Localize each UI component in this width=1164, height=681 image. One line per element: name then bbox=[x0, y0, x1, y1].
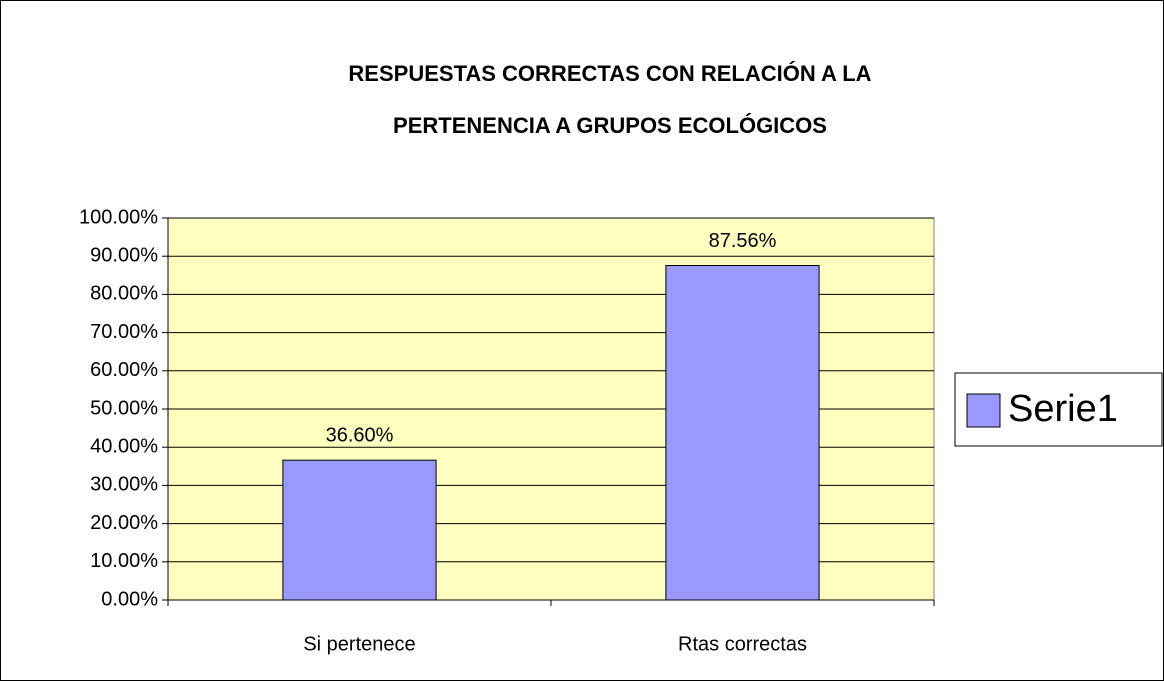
y-tick-label: 70.00% bbox=[90, 321, 158, 343]
x-tick-label: Si pertenece bbox=[303, 633, 415, 655]
bar bbox=[282, 459, 437, 601]
y-tick-label: 50.00% bbox=[90, 397, 158, 419]
y-tick-label: 20.00% bbox=[90, 512, 158, 534]
y-tick-label: 0.00% bbox=[101, 588, 158, 610]
y-tick-label: 30.00% bbox=[90, 474, 158, 496]
data-label: 36.60% bbox=[326, 424, 394, 446]
y-tick-label: 90.00% bbox=[90, 244, 158, 266]
chart-title: RESPUESTAS CORRECTAS CON RELACIÓN A LA bbox=[348, 61, 871, 86]
y-tick-label: 40.00% bbox=[90, 435, 158, 457]
bar bbox=[665, 265, 820, 601]
legend-swatch bbox=[966, 393, 1001, 428]
y-tick-label: 60.00% bbox=[90, 359, 158, 381]
y-tick-label: 100.00% bbox=[79, 206, 158, 228]
y-tick-label: 80.00% bbox=[90, 283, 158, 305]
data-label: 87.56% bbox=[709, 230, 777, 252]
chart-title: PERTENENCIA A GRUPOS ECOLÓGICOS bbox=[393, 113, 827, 138]
x-tick-label: Rtas correctas bbox=[678, 633, 807, 655]
y-tick-label: 10.00% bbox=[90, 550, 158, 572]
legend-label: Serie1 bbox=[1008, 388, 1118, 430]
